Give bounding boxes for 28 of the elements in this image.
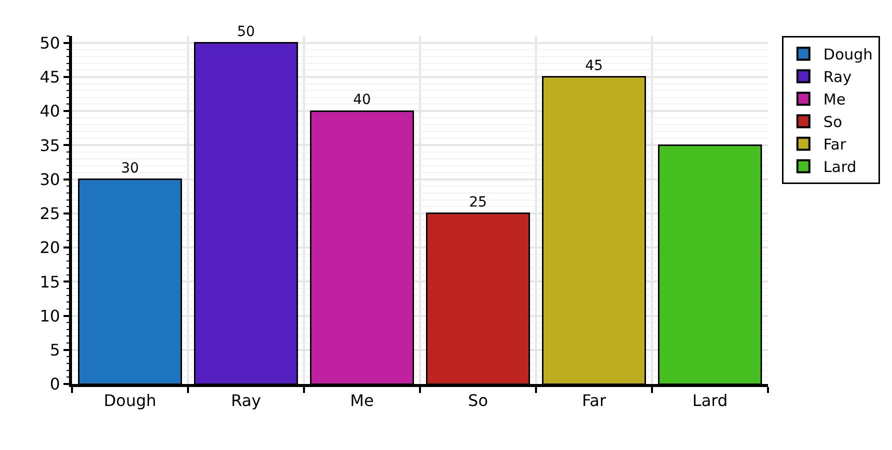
legend-label: Far — [823, 136, 847, 154]
legend-label: Lard — [823, 158, 856, 176]
data-label: 45 — [585, 58, 603, 74]
x-tick-label: Lard — [692, 390, 728, 410]
data-label: 50 — [237, 24, 255, 40]
x-tick-label: Ray — [230, 390, 262, 410]
data-label: 30 — [121, 160, 139, 176]
y-tick-label: 35 — [40, 136, 60, 155]
legend-label: Ray — [823, 68, 852, 86]
y-tick-label: 40 — [40, 102, 60, 121]
y-tick-label: 0 — [50, 374, 60, 394]
y-tick-label: 30 — [40, 170, 60, 189]
x-tick-label: Far — [582, 390, 606, 410]
y-tick-label: 45 — [40, 68, 60, 87]
y-tick-label: 15 — [40, 272, 60, 292]
x-tick-label: So — [468, 390, 488, 410]
y-tick-label: 20 — [40, 238, 60, 258]
x-tick-label: Dough — [104, 390, 156, 410]
legend-label: Me — [823, 90, 846, 109]
data-label: 25 — [469, 194, 487, 210]
y-tick-label: 5 — [50, 340, 60, 360]
y-tick-label: 50 — [40, 33, 60, 52]
data-label: 40 — [353, 92, 371, 108]
x-tick-label: Me — [350, 390, 374, 410]
legend-label: So — [823, 113, 842, 132]
y-tick-label: 25 — [40, 204, 60, 224]
y-tick-label: 10 — [40, 306, 60, 326]
legend-label: Dough — [823, 46, 873, 64]
